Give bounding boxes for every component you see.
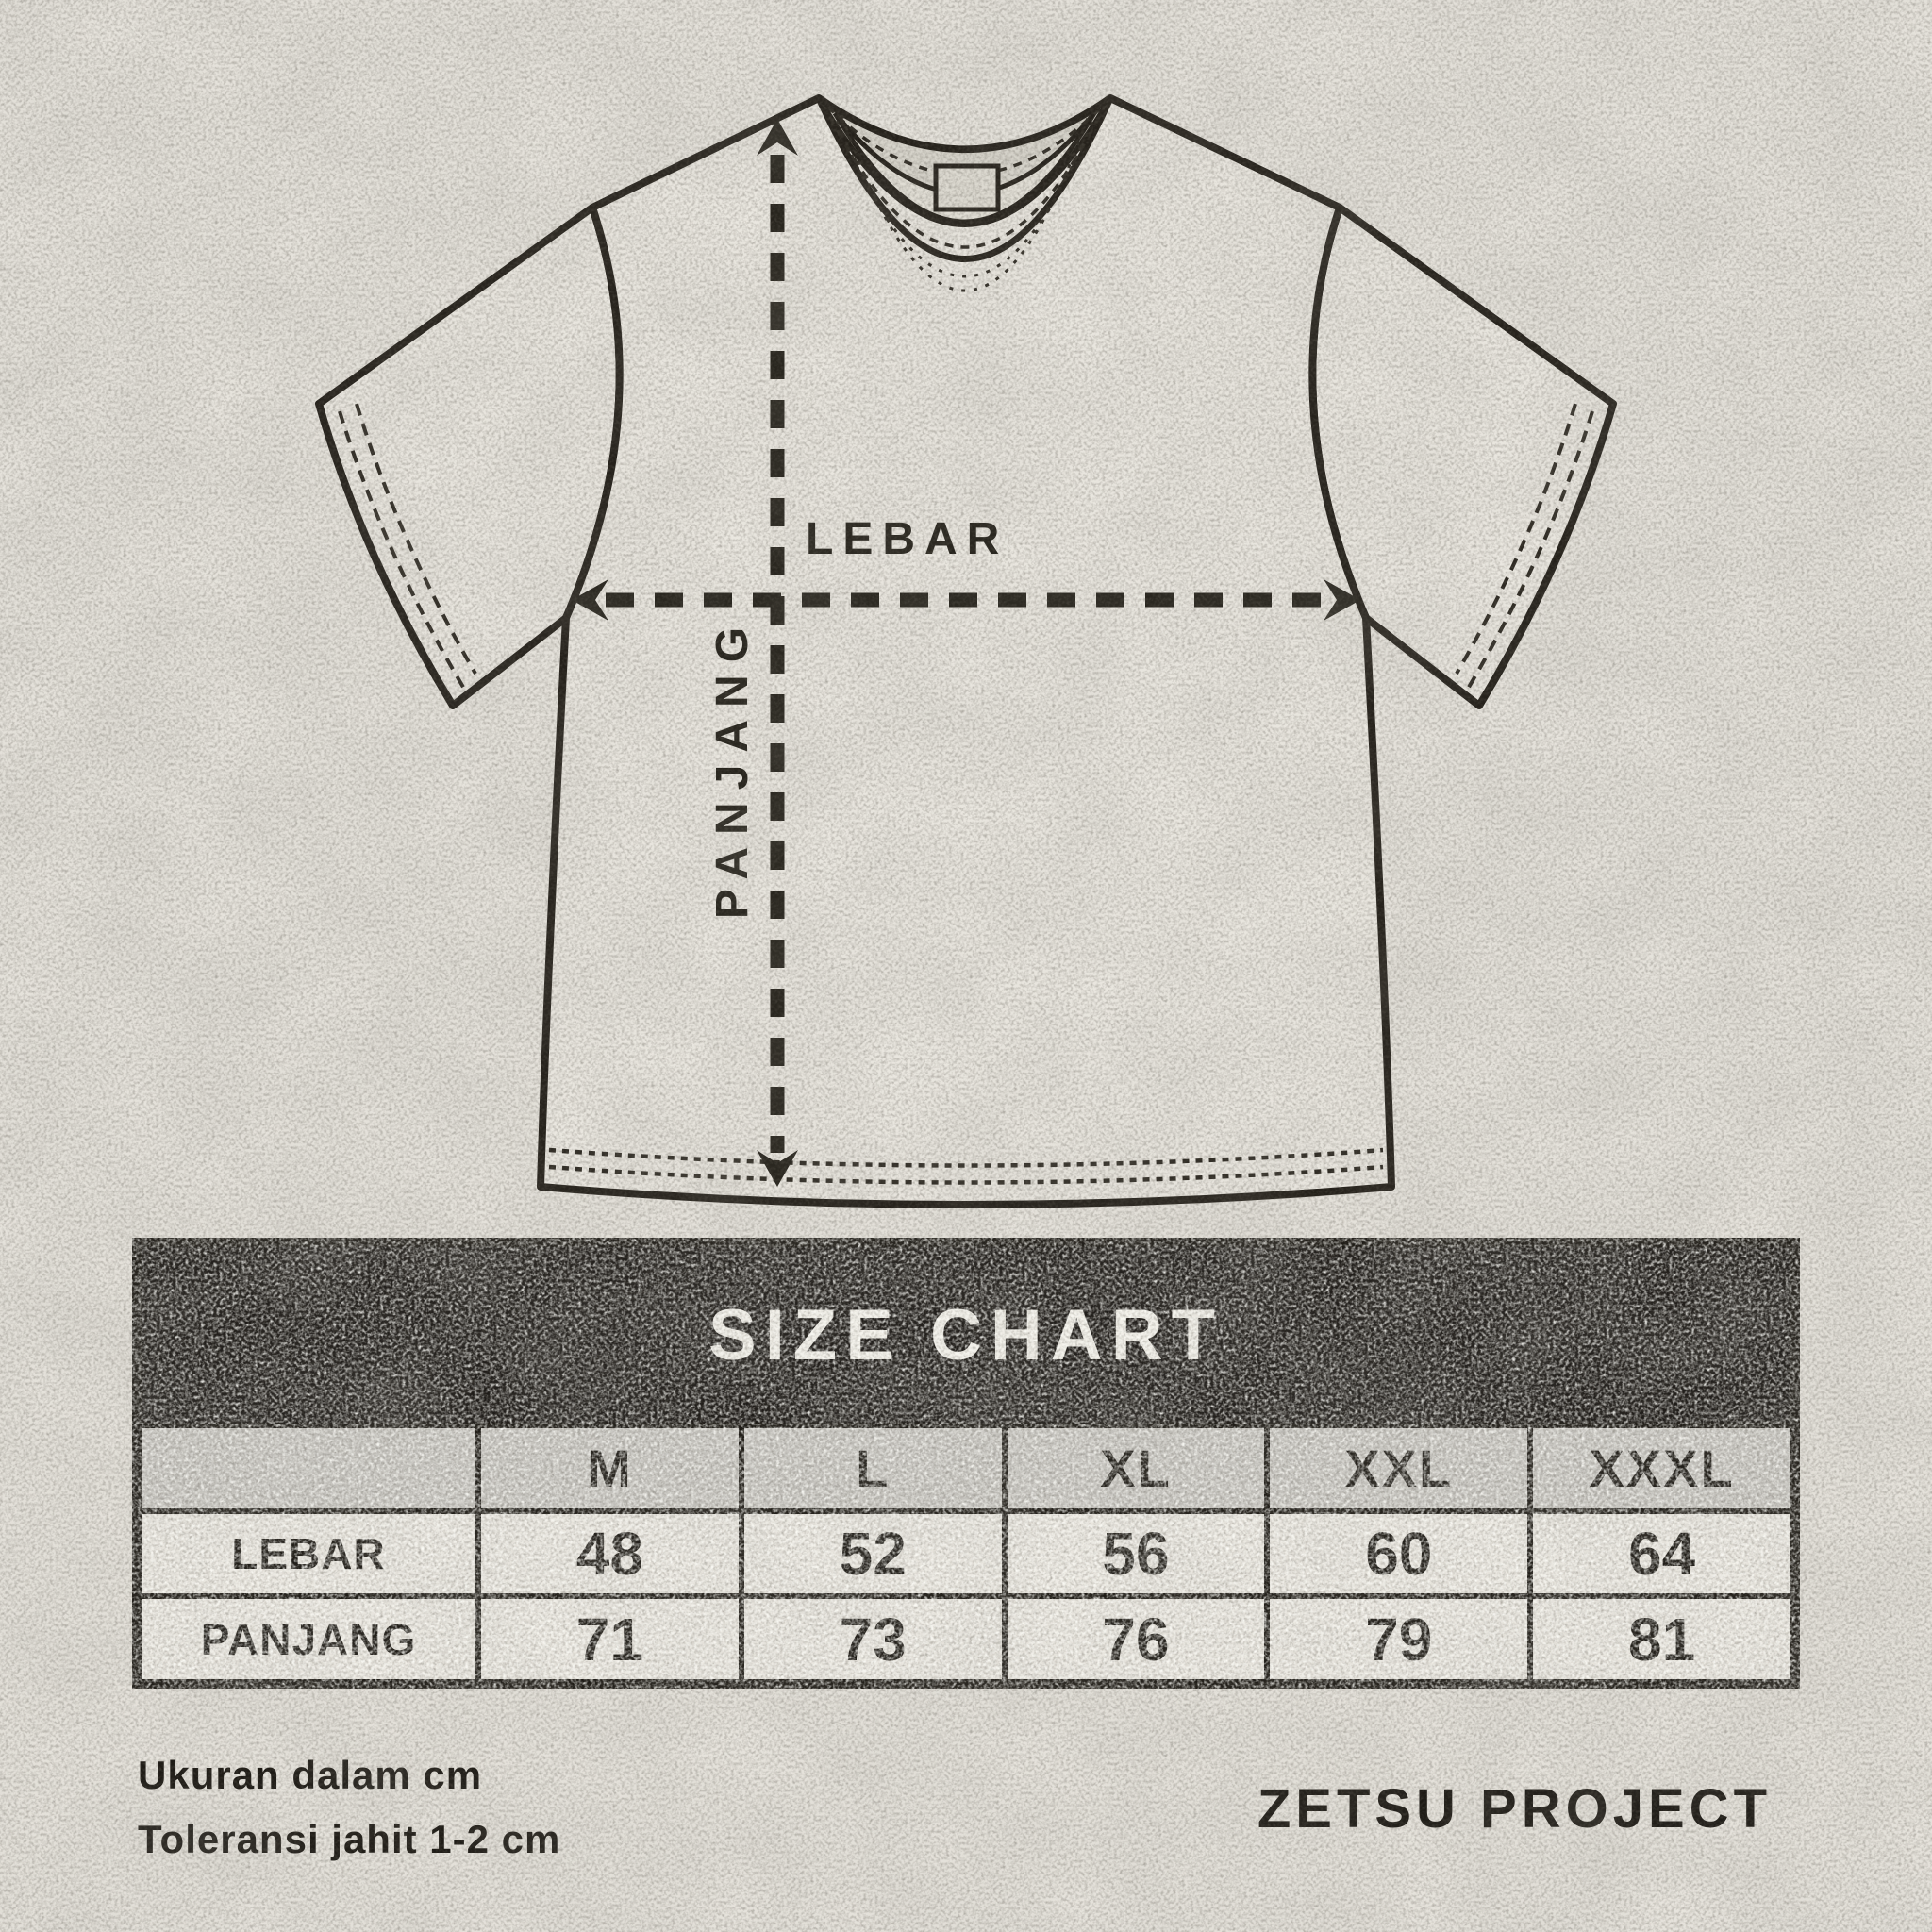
units-note: Ukuran dalam cm	[138, 1753, 483, 1797]
panjang-value-l: 73	[743, 1599, 1002, 1679]
panjang-value-m: 71	[481, 1599, 739, 1679]
size-chart-title: SIZE CHART	[708, 1294, 1224, 1375]
column-header-xxl: XXL	[1270, 1428, 1528, 1508]
panjang-value-xxl: 79	[1270, 1599, 1528, 1679]
width-dimension-label: LEBAR	[806, 514, 1009, 564]
size-chart-table: SIZE CHART M L XL XXL XXXL LEBAR 48 52 5…	[132, 1238, 1800, 1689]
column-header-xxxl: XXXL	[1533, 1428, 1790, 1508]
brand-name: ZETSU PROJECT	[1257, 1778, 1772, 1840]
size-chart-grid: M L XL XXL XXXL LEBAR 48 52 56 60 64 PAN…	[142, 1423, 1790, 1679]
column-header-l: L	[743, 1428, 1002, 1508]
length-dimension-label: PANJANG	[708, 614, 758, 920]
corner-cell	[142, 1428, 475, 1508]
column-header-m: M	[481, 1428, 739, 1508]
column-header-xl: XL	[1007, 1428, 1265, 1508]
size-chart-title-band: SIZE CHART	[142, 1247, 1790, 1423]
lebar-value-l: 52	[743, 1513, 1002, 1594]
panjang-value-xl: 76	[1007, 1599, 1265, 1679]
row-label-panjang: PANJANG	[142, 1599, 475, 1679]
row-label-lebar: LEBAR	[142, 1513, 475, 1594]
lebar-value-xxl: 60	[1270, 1513, 1528, 1594]
panjang-value-xxxl: 81	[1533, 1599, 1790, 1679]
brand-label-tag	[933, 163, 1001, 212]
tolerance-note: Toleransi jahit 1-2 cm	[138, 1817, 561, 1861]
lebar-value-xxxl: 64	[1533, 1513, 1790, 1594]
tshirt-diagram	[315, 94, 1617, 1208]
lebar-value-m: 48	[481, 1513, 739, 1594]
torso	[537, 94, 1395, 1208]
lebar-value-xl: 56	[1007, 1513, 1265, 1594]
